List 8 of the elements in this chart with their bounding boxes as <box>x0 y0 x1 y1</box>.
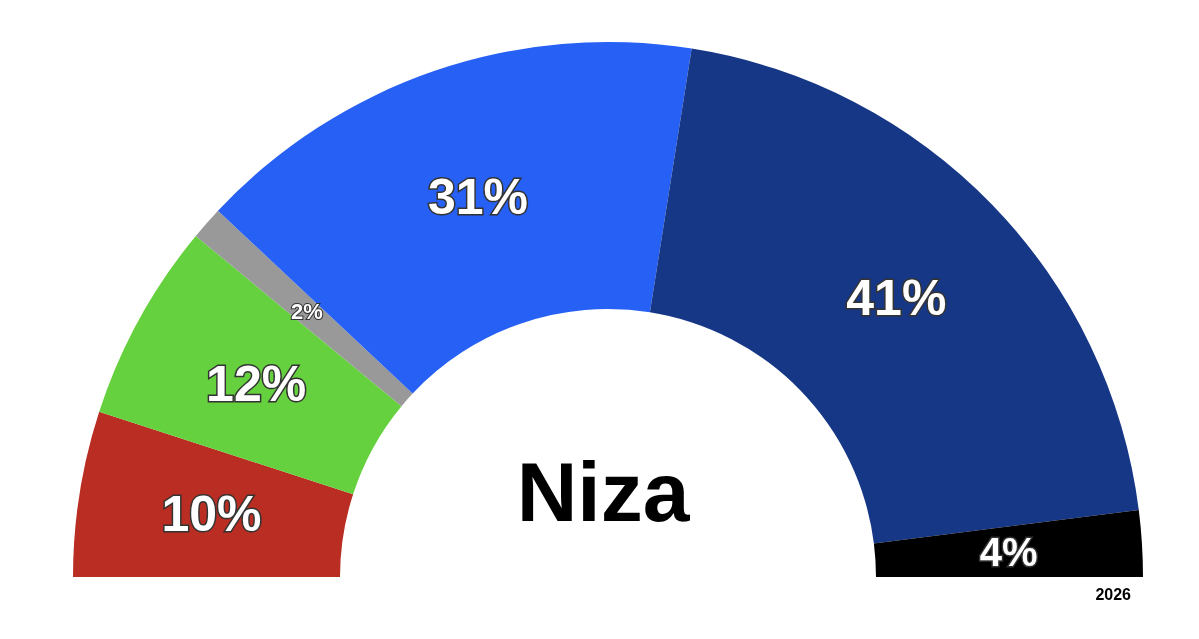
data-label: 10% <box>161 486 262 543</box>
text: Niza <box>516 445 691 539</box>
data-label: 31% <box>427 169 528 226</box>
data-label: 12% <box>206 355 307 412</box>
data-label: 4% <box>979 529 1038 574</box>
text: 2026 <box>1095 585 1132 603</box>
data-label: 41% <box>846 269 947 326</box>
data-label: 2% <box>290 298 323 324</box>
